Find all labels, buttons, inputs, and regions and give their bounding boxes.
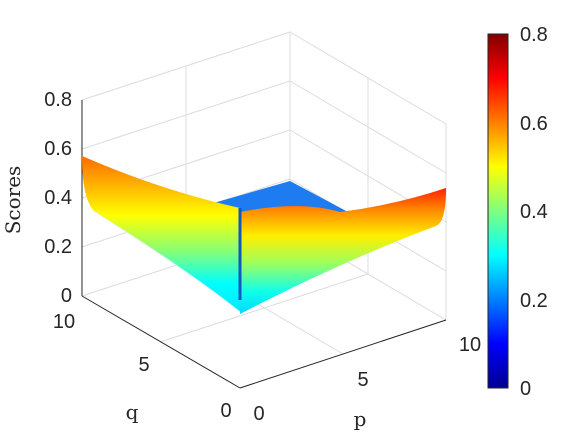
colorbar-tick: 0.2 (520, 290, 548, 312)
q-axis-label: q (126, 400, 139, 424)
z-tick: 0.2 (44, 236, 72, 258)
p-axis-label: p (354, 407, 367, 431)
p-tick: 0 (253, 403, 264, 425)
z-tick: 0.6 (44, 138, 72, 160)
p-tick: 5 (357, 369, 368, 391)
z-tick-labels: 0.8 0.6 0.4 0.2 0 (44, 89, 72, 307)
q-tick-labels: 10 5 0 (53, 311, 232, 422)
left-wing (82, 156, 240, 312)
colorbar-tick: 0 (520, 378, 531, 400)
z-tick: 0.4 (44, 187, 72, 209)
colorbar-gradient (487, 33, 509, 389)
q-tick: 5 (138, 354, 149, 376)
right-wing (240, 188, 446, 314)
colorbar-tick: 0.6 (520, 113, 548, 135)
z-axis-label: Scores (1, 166, 25, 235)
score-surface (82, 156, 446, 314)
p-tick: 10 (459, 334, 481, 356)
colorbar-tick: 0.4 (520, 201, 548, 223)
z-tick: 0 (61, 285, 72, 307)
colorbar: 0.8 0.6 0.4 0.2 0 (487, 24, 548, 400)
colorbar-tick: 0.8 (520, 24, 548, 46)
q-tick: 0 (220, 400, 231, 422)
z-tick: 0.8 (44, 89, 72, 111)
q-tick: 10 (53, 311, 75, 333)
axes-box (81, 100, 447, 389)
p-tick-labels: 0 5 10 (253, 334, 481, 425)
left-wing-edge (94, 211, 241, 313)
